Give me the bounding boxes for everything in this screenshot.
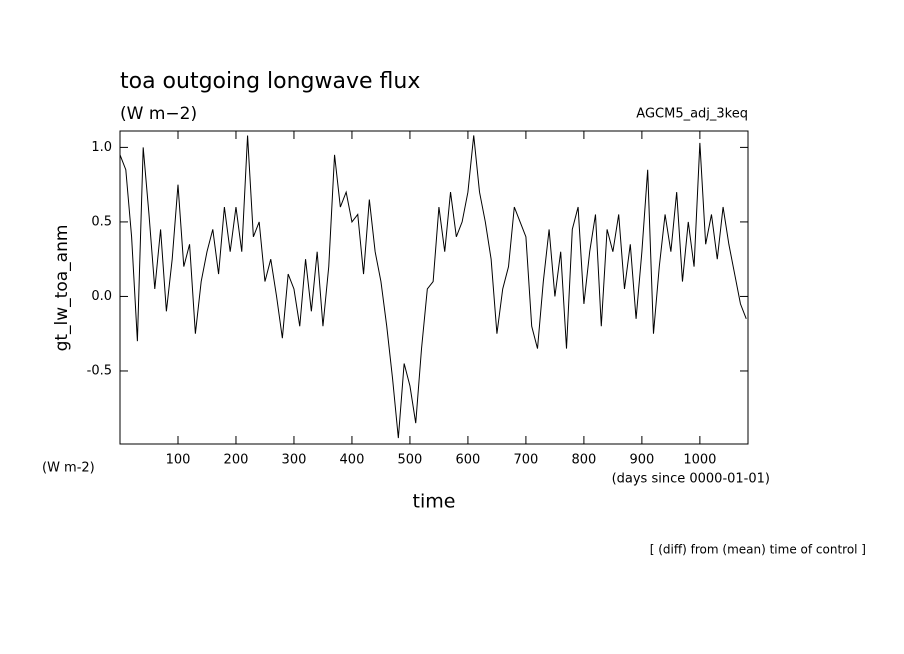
x-tick-label: 900 <box>629 453 654 468</box>
x-axis-label: time <box>413 491 456 513</box>
y-unit: (W m-2) <box>42 461 95 476</box>
x-tick-label: 1000 <box>683 453 716 468</box>
x-tick-label: 200 <box>224 453 249 468</box>
subtitle: (W m−2) <box>120 104 197 124</box>
x-tick-label: 300 <box>282 453 307 468</box>
y-axis-label: gt_lw_toa_anm <box>52 225 72 352</box>
x-tick-label: 100 <box>166 453 191 468</box>
series-line <box>119 135 747 439</box>
x-tick-label: 800 <box>571 453 596 468</box>
x-tick-label: 500 <box>398 453 423 468</box>
y-tick-label: 0.0 <box>91 289 112 304</box>
y-tick-label: 0.5 <box>91 214 112 229</box>
plot-frame <box>119 130 749 445</box>
x-tick-label: 700 <box>513 453 538 468</box>
x-tick-label: 400 <box>340 453 365 468</box>
y-tick-label: 1.0 <box>91 140 112 155</box>
y-tick-label: -0.5 <box>87 363 112 378</box>
footnote: [ (diff) from (mean) time of control ] <box>650 543 866 557</box>
chart-title: toa outgoing longwave flux <box>120 69 420 94</box>
annotation: AGCM5_adj_3keq <box>636 107 748 122</box>
x-unit: (days since 0000-01-01) <box>612 472 770 487</box>
x-tick-label: 600 <box>456 453 481 468</box>
